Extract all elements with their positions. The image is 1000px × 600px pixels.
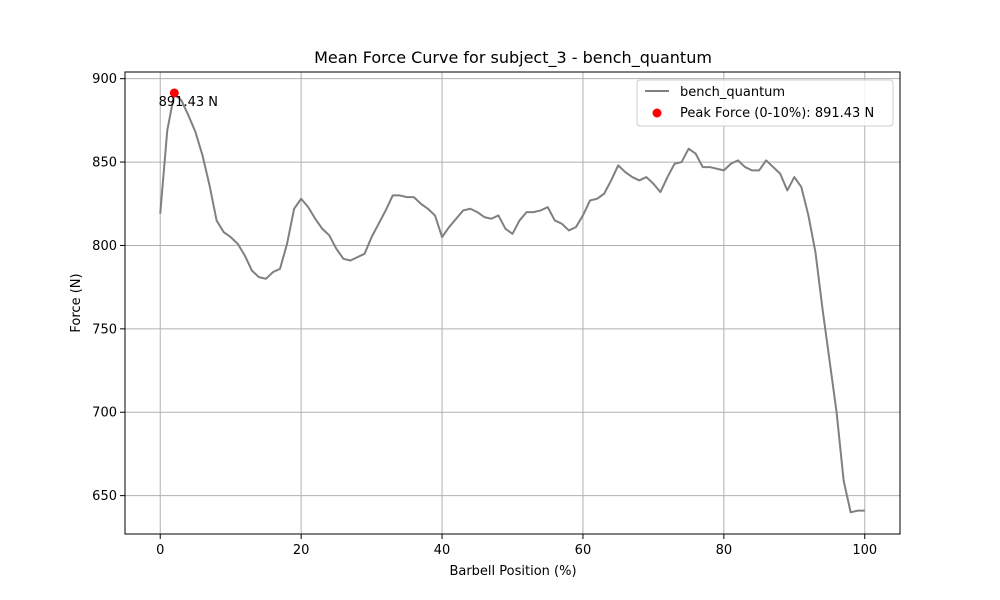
series-line-bench_quantum xyxy=(159,92,865,514)
legend-peak-label: Peak Force (0-10%): 891.43 N xyxy=(680,106,874,121)
legend: bench_quantum Peak Force (0-10%): 891.43… xyxy=(636,79,894,127)
x-tick-label: 40 xyxy=(434,543,451,558)
legend-box xyxy=(636,79,894,127)
y-tick-label: 750 xyxy=(92,322,117,337)
x-tick-label: 60 xyxy=(575,543,592,558)
plot-frame xyxy=(124,71,901,535)
plot-area: 891.43 N xyxy=(159,88,865,514)
peak-force-marker xyxy=(169,88,179,98)
y-tick-label: 650 xyxy=(92,489,117,504)
legend-peak-marker xyxy=(652,108,662,118)
x-tick-label: 0 xyxy=(156,543,164,558)
y-tick-label: 900 xyxy=(92,72,117,87)
y-tick-label: 800 xyxy=(92,239,117,254)
x-tick-label: 20 xyxy=(293,543,310,558)
chart-title: Mean Force Curve for subject_3 - bench_q… xyxy=(314,48,712,68)
x-tick-label: 100 xyxy=(852,543,877,558)
x-axis-ticks: 0 20 40 60 80 100 xyxy=(156,534,877,558)
peak-force-annotation: 891.43 N xyxy=(159,95,218,110)
y-tick-label: 850 xyxy=(92,156,117,171)
x-axis-label: Barbell Position (%) xyxy=(449,564,576,579)
x-tick-label: 80 xyxy=(716,543,733,558)
grid-lines xyxy=(125,72,900,534)
y-axis-ticks: 650 700 750 800 850 900 xyxy=(92,72,125,504)
y-axis-label: Force (N) xyxy=(69,273,84,332)
y-tick-label: 700 xyxy=(92,406,117,421)
legend-series-label: bench_quantum xyxy=(680,85,785,100)
